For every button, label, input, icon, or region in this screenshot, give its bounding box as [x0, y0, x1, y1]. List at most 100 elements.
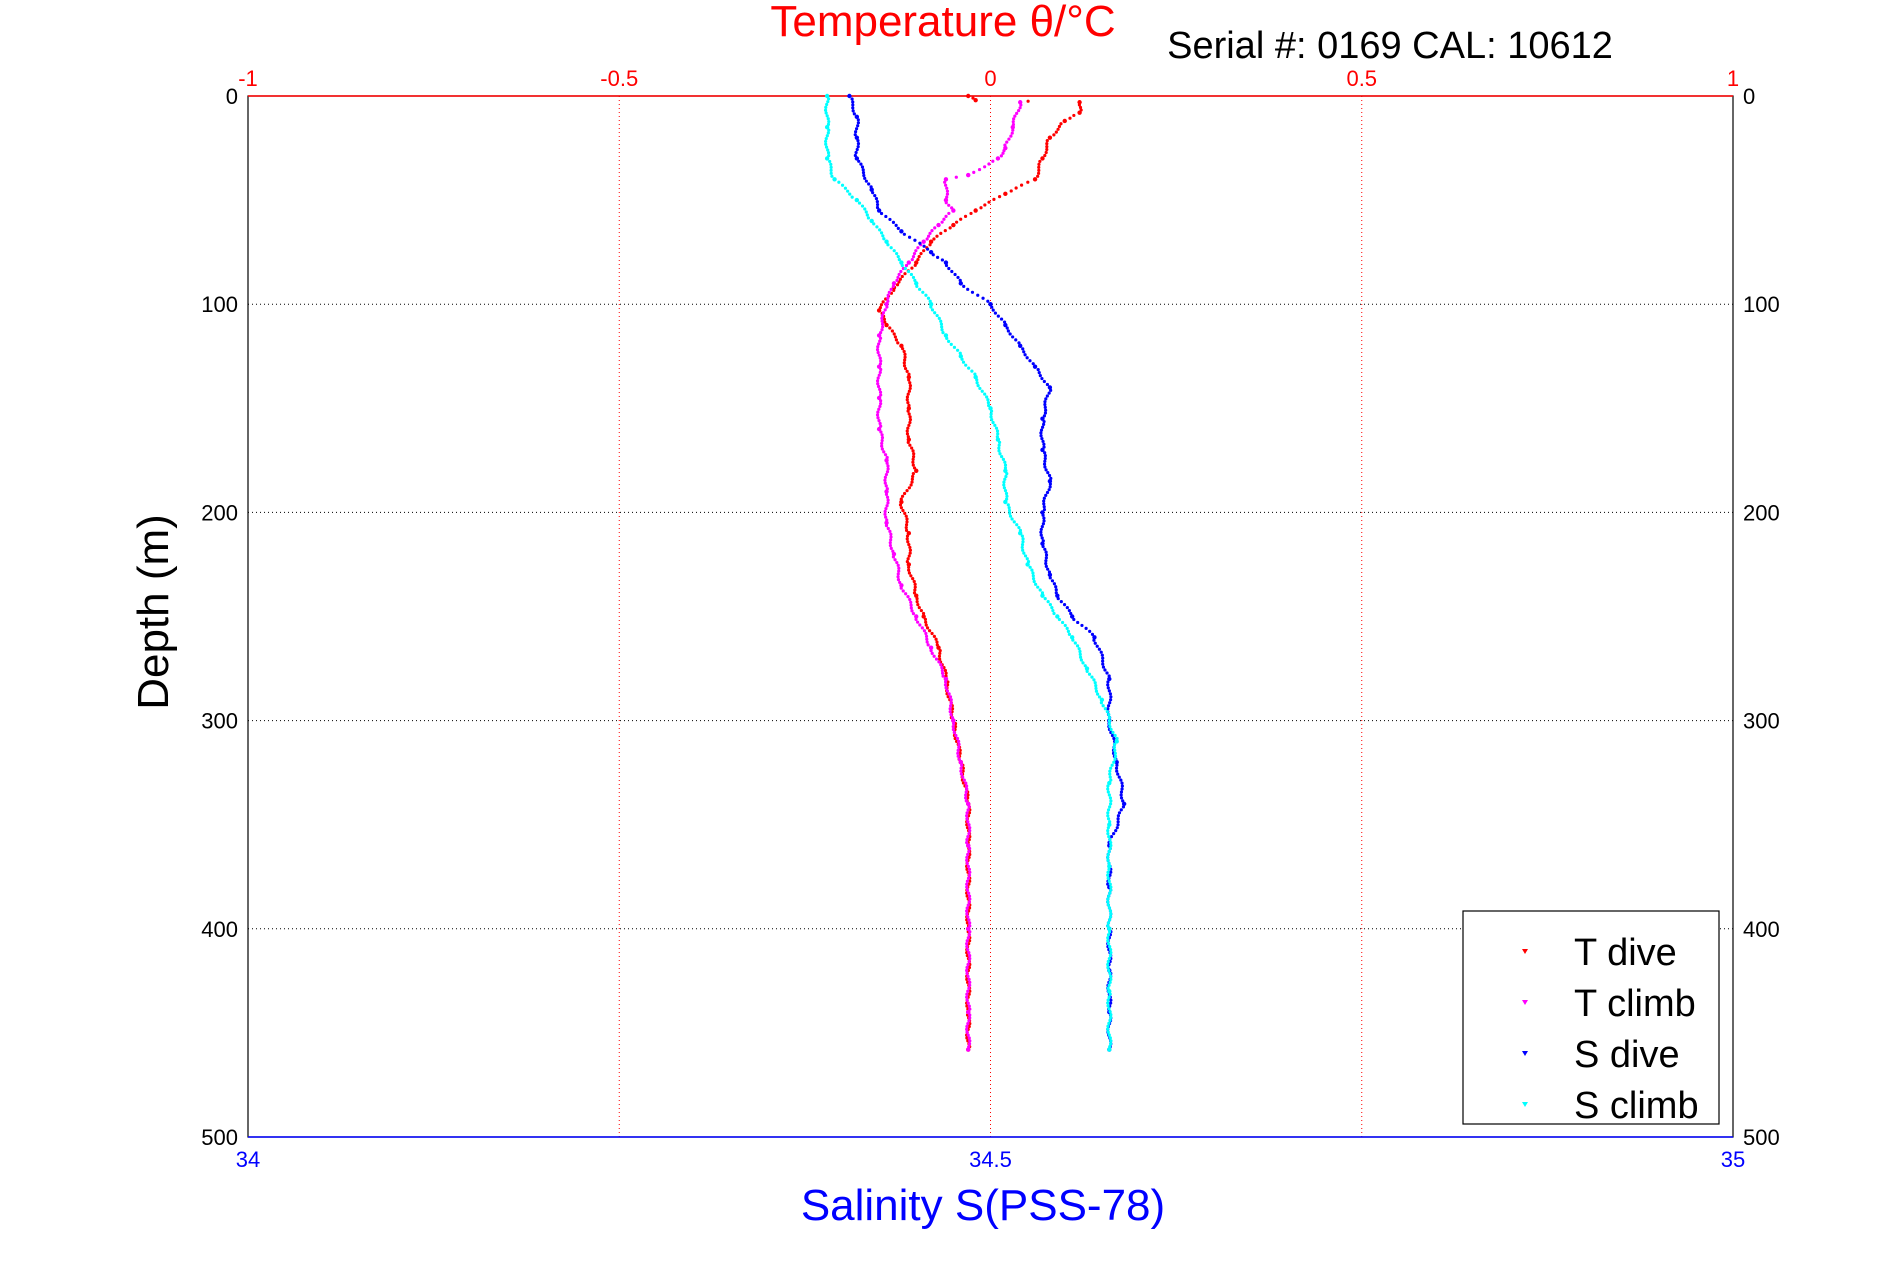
- data-point: [884, 524, 889, 528]
- data-point: [878, 356, 882, 360]
- data-point: [944, 183, 948, 187]
- data-point: [1106, 870, 1110, 874]
- y-tick-label-left: 300: [201, 709, 238, 734]
- data-point: [854, 127, 859, 131]
- data-point: [1040, 436, 1044, 441]
- data-point: [1112, 832, 1116, 836]
- data-point: [966, 962, 970, 967]
- data-point: [884, 484, 888, 488]
- data-point: [824, 105, 828, 109]
- data-point: [900, 263, 904, 268]
- data-point: [1099, 650, 1103, 654]
- data-point: [856, 124, 860, 128]
- data-point: [883, 481, 887, 485]
- data-point: [1030, 568, 1034, 572]
- data-point: [1106, 686, 1110, 690]
- data-point: [963, 214, 968, 218]
- data-point: [966, 876, 971, 880]
- data-point: [826, 97, 831, 101]
- data-point: [1120, 781, 1124, 785]
- data-point: [904, 525, 908, 530]
- data-point: [883, 509, 887, 514]
- data-point: [906, 426, 910, 430]
- data-point: [914, 617, 918, 621]
- data-point: [1023, 353, 1027, 357]
- data-point: [824, 125, 830, 130]
- data-point: [968, 1016, 972, 1020]
- data-point: [1105, 710, 1109, 714]
- data-point: [1066, 629, 1070, 633]
- data-point: [896, 577, 901, 582]
- data-point: [967, 977, 971, 981]
- data-point: [857, 159, 861, 163]
- data-point: [937, 316, 941, 320]
- data-point: [1119, 790, 1124, 794]
- data-point: [970, 290, 975, 294]
- data-point: [878, 336, 883, 340]
- data-point: [899, 343, 904, 349]
- data-point: [1037, 165, 1041, 169]
- data-point: [906, 557, 910, 561]
- data-point: [908, 545, 912, 550]
- data-point: [880, 438, 884, 443]
- data-point: [1077, 100, 1082, 105]
- data-point: [940, 668, 944, 673]
- data-point: [921, 239, 926, 244]
- data-point: [861, 171, 866, 175]
- data-point: [917, 255, 921, 259]
- grid-lines: [248, 96, 1733, 1137]
- data-point: [1108, 724, 1112, 729]
- tick-labels: 0 0 100 100 200 200 300 300 400 400 500 500 -1 -0.5 0 0…: [201, 66, 1779, 1172]
- data-point: [1042, 462, 1047, 466]
- data-point: [1115, 736, 1119, 741]
- data-point: [1109, 998, 1113, 1002]
- data-point: [918, 623, 922, 627]
- data-point: [1021, 548, 1025, 552]
- data-point: [1115, 826, 1119, 830]
- data-point: [965, 858, 969, 862]
- data-point: [968, 870, 972, 874]
- data-point: [1109, 727, 1113, 732]
- data-point: [828, 159, 832, 164]
- data-point: [1108, 930, 1112, 934]
- data-point: [1056, 127, 1060, 131]
- data-point: [1042, 516, 1046, 520]
- data-point: [1043, 547, 1047, 551]
- data-point: [1043, 456, 1047, 461]
- data-point: [1108, 1018, 1112, 1023]
- data-point: [1106, 852, 1110, 857]
- data-point: [899, 586, 903, 590]
- data-point: [876, 345, 880, 349]
- data-point: [1032, 579, 1036, 584]
- data-point: [1028, 359, 1032, 363]
- data-point: [1084, 626, 1088, 630]
- data-point: [880, 328, 884, 332]
- data-point: [967, 805, 971, 809]
- data-point: [891, 281, 897, 286]
- data-point: [911, 454, 916, 459]
- data-point: [966, 936, 970, 940]
- data-point: [896, 226, 900, 230]
- data-point: [909, 483, 913, 487]
- data-point: [922, 244, 926, 248]
- data-point: [973, 208, 978, 213]
- data-point: [1043, 597, 1047, 601]
- data-point: [997, 446, 1001, 450]
- data-point: [1042, 419, 1046, 424]
- data-point: [1003, 468, 1008, 473]
- data-point: [885, 470, 890, 474]
- data-point: [965, 977, 969, 981]
- data-point: [1045, 490, 1050, 495]
- data-point: [999, 154, 1003, 158]
- data-point: [855, 147, 859, 152]
- data-point: [876, 350, 880, 355]
- data-point: [1121, 805, 1126, 809]
- data-point: [935, 640, 939, 644]
- data-point: [824, 156, 830, 161]
- data-point: [1041, 513, 1045, 517]
- data-point: [939, 319, 943, 323]
- data-point: [897, 257, 901, 262]
- data-point: [1045, 394, 1049, 398]
- data-point: [1084, 666, 1090, 671]
- data-point: [1047, 478, 1053, 484]
